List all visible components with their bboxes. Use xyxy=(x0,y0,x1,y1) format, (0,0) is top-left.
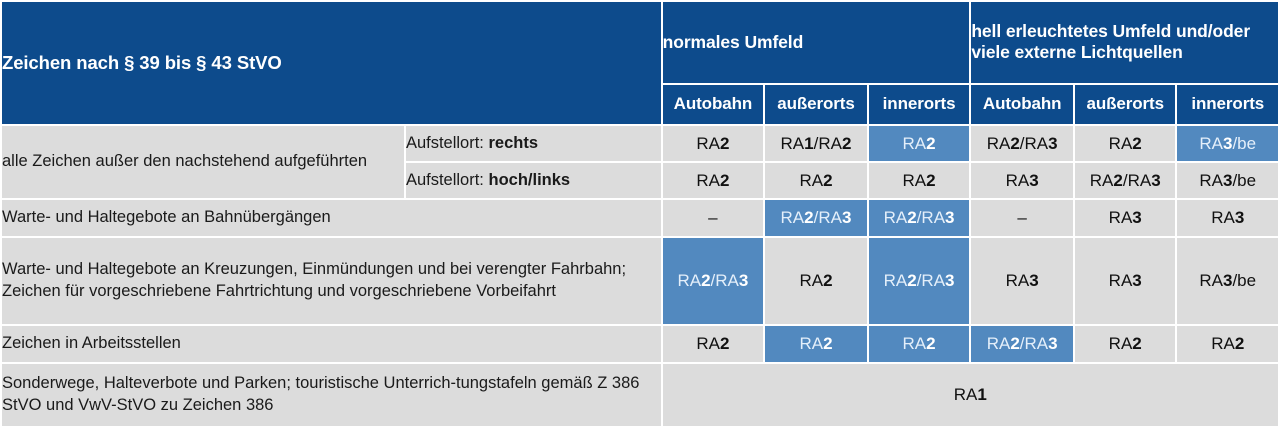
sub-label-prefix: Aufstellort: xyxy=(405,171,489,190)
row-label-sonderwege: Sonderwege, Halteverbote und Parken; tou… xyxy=(2,364,661,426)
cell-value: RA2 xyxy=(765,163,867,199)
cell-value: RA2/RA3 xyxy=(971,125,1073,162)
cell-value: RA3 xyxy=(1074,238,1176,325)
cell-value: RA2/RA3 xyxy=(868,200,970,237)
cell-value: RA3 xyxy=(971,163,1073,199)
cell-value: RA2 xyxy=(662,163,764,199)
cell-value: RA2/RA3 xyxy=(971,326,1073,362)
cell-value: – xyxy=(662,200,764,237)
column-header-normal-autobahn: Autobahn xyxy=(662,84,764,124)
column-header-normal-innerorts: innerorts xyxy=(868,84,970,124)
column-header-bright-innerorts: innerorts xyxy=(1177,84,1278,124)
cell-value: RA2 xyxy=(868,326,970,362)
page-title: Zeichen nach § 39 bis § 43 StVO xyxy=(2,2,661,124)
cell-value: RA2/RA3 xyxy=(1074,163,1176,199)
cell-value: RA2 xyxy=(1177,326,1278,362)
cell-value: RA2/RA3 xyxy=(662,238,764,325)
cell-value: RA3/be xyxy=(1177,125,1278,162)
cell-value: RA2 xyxy=(765,238,867,325)
cell-value: RA3/be xyxy=(1177,238,1278,325)
sub-label-aufstellort-hoch-links: Aufstellort: hoch/links xyxy=(405,163,661,199)
cell-value: RA3 xyxy=(1177,200,1278,237)
row-label-arbeitsstellen: Zeichen in Arbeitsstellen xyxy=(2,326,661,362)
header-row-groups: Zeichen nach § 39 bis § 43 StVO normales… xyxy=(2,2,1278,124)
table-row: Sonderwege, Halteverbote und Parken; tou… xyxy=(2,364,1278,426)
sub-label-strong: rechts xyxy=(488,133,539,152)
table-row: Zeichen in Arbeitsstellen RA2 RA2 RA2 RA… xyxy=(2,326,1278,362)
cell-value: RA2/RA3 xyxy=(868,238,970,325)
sub-label-aufstellort-rechts: Aufstellort: rechts xyxy=(405,125,661,162)
cell-value: RA3 xyxy=(971,238,1073,325)
cell-value-merged: RA1 xyxy=(662,364,1278,426)
header-group-bright: hell erleuchtetes Umfeld und/oder viele … xyxy=(971,2,1278,83)
cell-value: RA2 xyxy=(662,125,764,162)
header-row-subcolumns: Autobahn außerorts innerorts Autobahn au… xyxy=(2,84,1278,124)
cell-value: RA1/RA2 xyxy=(765,125,867,162)
column-header-bright-ausserorts: außerorts xyxy=(1074,84,1176,124)
cell-value: RA2 xyxy=(1074,326,1176,362)
cell-value: RA2 xyxy=(868,163,970,199)
table-row: Aufstellort: hoch/links RA2 RA2 RA2 RA3 … xyxy=(2,163,1278,199)
cell-value: RA3/be xyxy=(1177,163,1278,199)
header-group-normal: normales Umfeld xyxy=(662,2,970,83)
table-row: Warte- und Haltegebote an Bahnübergängen… xyxy=(2,200,1278,237)
cell-value: RA2 xyxy=(662,326,764,362)
row-label-alle-zeichen: alle Zeichen außer den nachstehend aufge… xyxy=(2,125,404,199)
cell-value: RA2 xyxy=(868,125,970,162)
sub-label-prefix: Aufstellort: xyxy=(405,133,489,152)
row-label-kreuzungen: Warte- und Haltegebote an Kreuzungen, Ei… xyxy=(2,238,661,325)
cell-value: RA2 xyxy=(765,326,867,362)
cell-value: – xyxy=(971,200,1073,237)
cell-value: RA2 xyxy=(1074,125,1176,162)
cell-value: RA3 xyxy=(1074,200,1176,237)
sub-label-strong: hoch/links xyxy=(488,171,571,190)
table-row: Warte- und Haltegebote an Kreuzungen, Ei… xyxy=(2,238,1278,325)
table-row: alle Zeichen außer den nachstehend aufge… xyxy=(2,125,1278,199)
row-label-bahnuebergaenge: Warte- und Haltegebote an Bahnübergängen xyxy=(2,200,661,237)
column-header-bright-autobahn: Autobahn xyxy=(971,84,1073,124)
column-header-normal-ausserorts: außerorts xyxy=(765,84,867,124)
cell-value: RA2/RA3 xyxy=(765,200,867,237)
